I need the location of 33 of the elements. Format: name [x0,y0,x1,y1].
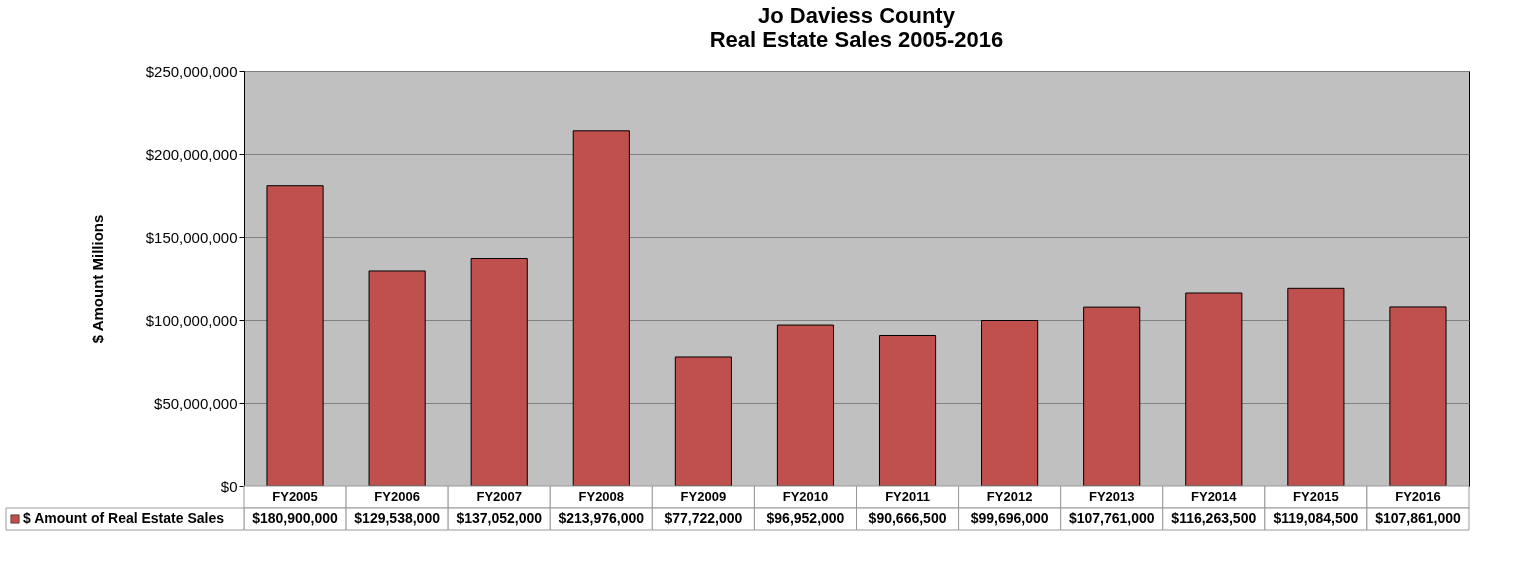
y-tick-label: $0 [220,477,238,495]
data-label: $129,538,000 [354,510,441,526]
y-axis-title: $ Amount Millions [88,214,106,344]
data-label: $180,900,000 [252,510,339,526]
x-tick-label: FY2008 [578,489,625,504]
x-tick-label: FY2012 [986,489,1033,504]
data-label: $107,861,000 [1375,510,1461,526]
data-label: $119,084,500 [1273,510,1359,526]
data-label: $99,696,000 [970,510,1049,526]
x-tick-label: FY2016 [1395,489,1441,504]
y-tick-label: $200,000,000 [145,145,238,163]
x-tick-label: FY2014 [1191,489,1238,504]
x-tick-label: FY2009 [680,489,727,504]
legend-label: $ Amount of Real Estate Sales [23,510,225,526]
x-tick-label: FY2013 [1088,489,1135,504]
y-tick-label: $150,000,000 [145,228,238,246]
x-tick-label: FY2006 [374,489,420,504]
data-label: $90,666,500 [868,510,947,526]
x-tick-label: FY2010 [782,489,829,504]
chart-title: Jo Daviess County Real Estate Sales 2005-2016 [709,3,1004,52]
data-label: $107,761,000 [1068,510,1155,526]
y-tick-label: $100,000,000 [145,311,238,329]
x-tick-label: FY2015 [1293,489,1339,504]
data-label: $77,722,000 [664,510,743,526]
data-label: $116,263,500 [1171,510,1257,526]
x-tick-label: FY2005 [272,489,318,504]
y-tick-label: $250,000,000 [145,62,238,80]
x-tick-label: FY2007 [476,489,522,504]
x-tick-label: FY2011 [885,489,930,504]
data-label: $96,952,000 [766,510,845,526]
data-label: $137,052,000 [456,510,543,526]
y-tick-label: $50,000,000 [154,394,238,412]
data-label: $213,976,000 [558,510,645,526]
